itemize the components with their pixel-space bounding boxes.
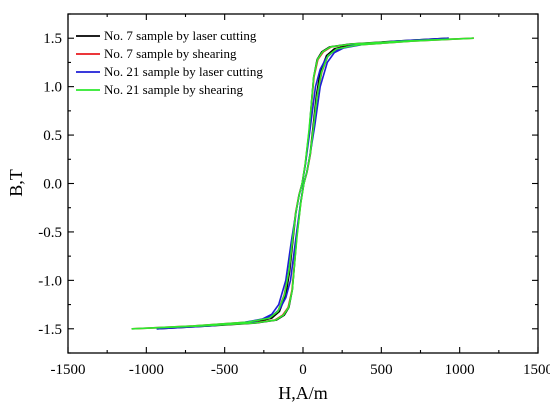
x-tick-label: -1000 [129, 362, 164, 378]
legend: No. 7 sample by laser cutting No. 7 sampl… [76, 28, 263, 97]
legend-label-3: No. 21 sample by laser cutting [104, 64, 263, 79]
y-tick-label: 0.0 [43, 177, 62, 193]
series-line-4 [131, 37, 474, 330]
axis-ticks [67, 13, 539, 354]
tick-labels: -1500 -1000 -500 0 500 1000 1500 -1.5 -1.0 -0.5 0.… [38, 31, 550, 378]
y-tick-label: -1.0 [38, 273, 62, 289]
y-tick-label: -0.5 [38, 225, 62, 241]
x-tick-label: -500 [211, 362, 239, 378]
legend-label-1: No. 7 sample by laser cutting [104, 28, 257, 43]
series-line-3 [156, 37, 449, 330]
x-tick-label: 500 [370, 362, 393, 378]
x-tick-label: 1000 [445, 362, 475, 378]
y-tick-label: 1.0 [43, 80, 62, 96]
x-tick-label: -1500 [51, 362, 86, 378]
legend-label-4: No. 21 sample by shearing [104, 82, 244, 97]
series-curves [131, 37, 474, 330]
legend-label-2: No. 7 sample by shearing [104, 46, 237, 61]
y-tick-label: -1.5 [38, 322, 62, 338]
x-axis-title: H,A/m [278, 383, 328, 403]
x-tick-label: 0 [299, 362, 307, 378]
x-tick-label: 1500 [523, 362, 550, 378]
y-axis-title: B,T [6, 169, 26, 197]
y-tick-label: 0.5 [43, 128, 62, 144]
y-tick-label: 1.5 [43, 31, 62, 47]
